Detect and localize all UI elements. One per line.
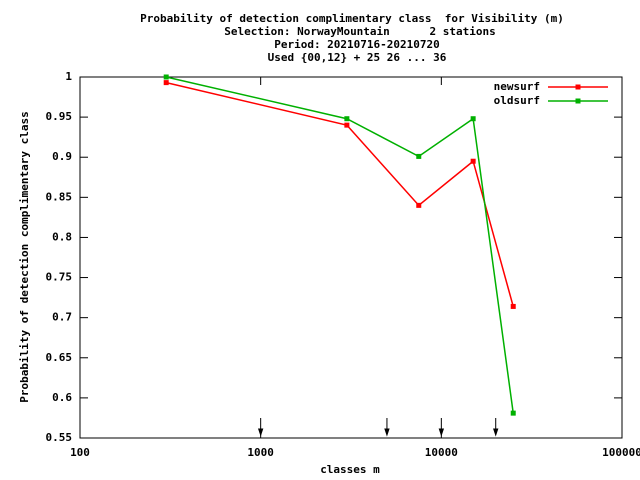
marker-arrow <box>493 418 499 437</box>
y-tick-label: 0.95 <box>46 110 73 123</box>
x-tick-label: 1000 <box>247 446 274 459</box>
series-line <box>166 76 514 414</box>
y-tick-label: 0.65 <box>46 351 73 364</box>
x-tick-label: 10000 <box>425 446 458 459</box>
x-axis-label: classes m <box>320 463 380 476</box>
legend-label: oldsurf <box>494 94 540 107</box>
chart-subtitle: Selection: NorwayMountain 2 stations <box>224 25 496 38</box>
legend-swatch <box>575 84 581 90</box>
legend-label: newsurf <box>494 80 540 93</box>
marker-arrow <box>384 418 390 437</box>
y-tick-label: 0.7 <box>52 311 72 324</box>
x-tick-label: 100 <box>70 446 90 459</box>
data-point <box>470 158 476 164</box>
y-tick-label: 0.85 <box>46 190 73 203</box>
data-point <box>510 303 516 309</box>
data-point <box>163 80 169 86</box>
series-line <box>166 81 514 307</box>
chart-title: Probability of detection complimentary c… <box>140 12 564 25</box>
data-point <box>344 122 350 128</box>
y-axis-label: Probability of detection complimentary c… <box>18 111 31 402</box>
data-point <box>470 116 476 122</box>
marker-arrow <box>257 418 264 437</box>
legend-swatch <box>575 98 581 104</box>
data-point <box>416 202 422 208</box>
y-tick-label: 0.8 <box>52 230 72 243</box>
marker-arrow <box>438 418 445 437</box>
data-point <box>344 116 350 122</box>
data-point <box>510 410 516 416</box>
y-tick-label: 0.6 <box>52 391 72 404</box>
chart-subtitle: Used {00,12} + 25 26 ... 36 <box>268 51 447 64</box>
plot-frame <box>79 76 623 439</box>
x-tick-label: 100000 <box>602 446 640 459</box>
data-point <box>416 153 422 159</box>
chart-subtitle: Period: 20210716-20210720 <box>274 38 440 51</box>
data-point <box>163 74 169 80</box>
y-tick-label: 0.9 <box>52 150 72 163</box>
y-tick-label: 1 <box>65 70 72 83</box>
y-tick-label: 0.55 <box>46 431 73 444</box>
y-tick-label: 0.75 <box>46 271 73 284</box>
